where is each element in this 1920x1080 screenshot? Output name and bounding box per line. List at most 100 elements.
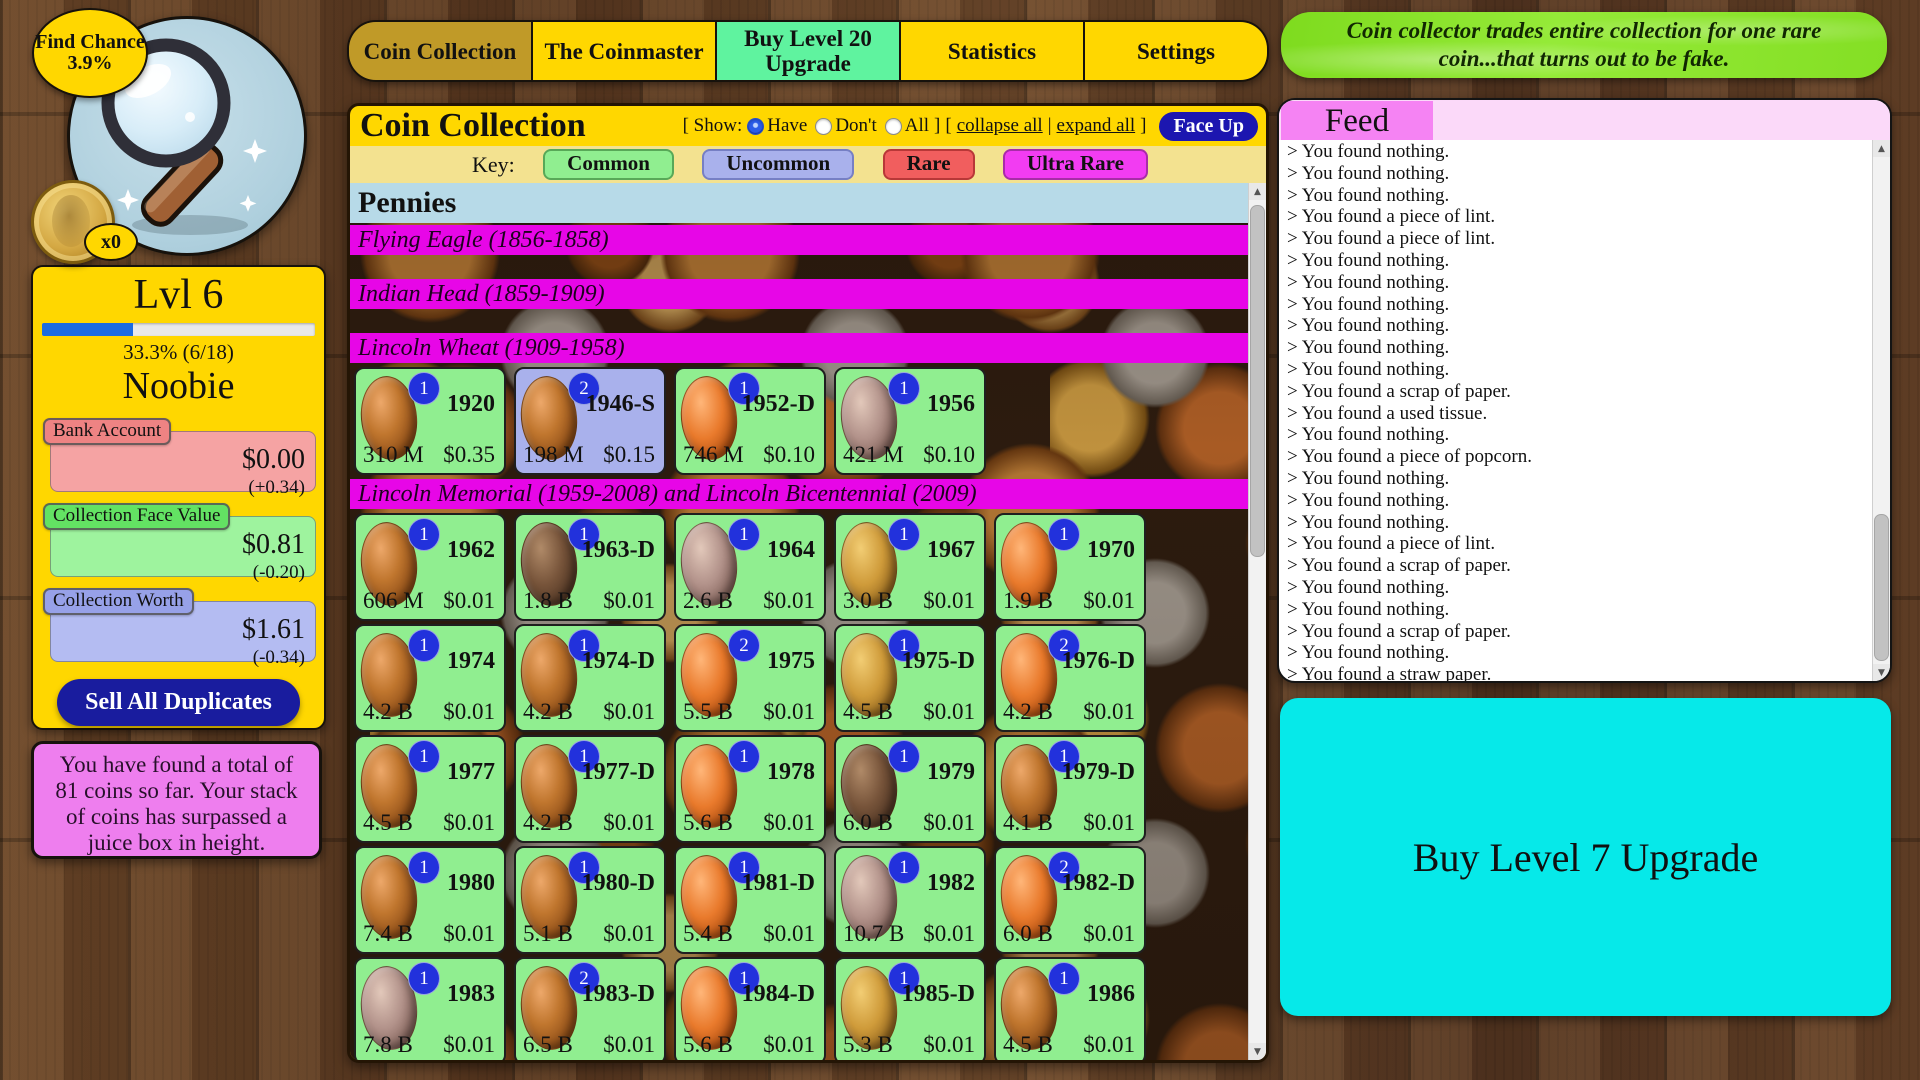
rarity-button-common[interactable]: Common <box>543 149 674 180</box>
sell-all-duplicates-button[interactable]: Sell All Duplicates <box>57 679 300 726</box>
coin-card-1974-d[interactable]: 1 1974-D 4.2 B $0.01 <box>514 624 666 732</box>
coin-card-1946-s[interactable]: 2 1946-S 198 M $0.15 <box>514 367 666 475</box>
coin-card-1981-d[interactable]: 1 1981-D 5.4 B $0.01 <box>674 846 826 954</box>
coin-year: 1978 <box>767 759 815 785</box>
coin-grid: 1 1920 310 M $0.35 2 1946-S 198 M $0.15 1 1952-D 7… <box>350 363 1249 477</box>
subsection-header-flying-eagle-1856-1858[interactable]: Flying Eagle (1856-1858) <box>350 225 1249 255</box>
coin-count-badge: 1 <box>1048 962 1080 995</box>
coin-mintage: 1.9 B <box>1003 588 1053 613</box>
coin-card-1986[interactable]: 1 1986 4.5 B $0.01 <box>994 957 1146 1060</box>
coin-card-1979[interactable]: 1 1979 6.0 B $0.01 <box>834 735 986 843</box>
key-label: Key: <box>472 151 515 177</box>
coin-value: $0.01 <box>763 921 815 946</box>
panel-header: Coin Collection [ Show: Have Don't All ] [… <box>350 106 1266 146</box>
coin-meta: 5.6 B $0.01 <box>676 810 824 836</box>
coin-meta: 5.4 B $0.01 <box>676 921 824 947</box>
rarity-button-uncommon[interactable]: Uncommon <box>702 149 855 180</box>
stat-delta: (-0.20) <box>252 562 305 583</box>
radio-have[interactable] <box>747 117 765 135</box>
coin-card-1983[interactable]: 1 1983 7.8 B $0.01 <box>354 957 506 1060</box>
coin-mintage: 606 M <box>363 588 424 613</box>
coin-card-1982[interactable]: 1 1982 10.7 B $0.01 <box>834 846 986 954</box>
coin-card-1979-d[interactable]: 1 1979-D 4.1 B $0.01 <box>994 735 1146 843</box>
show-option-don-t[interactable]: Don't <box>815 115 877 137</box>
coin-card-1963-d[interactable]: 1 1963-D 1.8 B $0.01 <box>514 513 666 621</box>
feed-list[interactable]: > You found nothing. > You found nothing.… <box>1279 140 1873 681</box>
coin-meta: 4.2 B $0.01 <box>996 699 1144 725</box>
show-option-have[interactable]: Have <box>747 115 807 137</box>
subsection-header-lincoln-memorial-1959-2008-and-lincoln-bicentennial-2009[interactable]: Lincoln Memorial (1959-2008) and Lincoln… <box>350 479 1249 509</box>
coin-count-badge: 1 <box>408 372 440 405</box>
coin-meta: 7.8 B $0.01 <box>356 1032 504 1058</box>
tab-buy-level-20-upgrade[interactable]: Buy Level 20 Upgrade <box>717 22 901 80</box>
coin-card-1975-d[interactable]: 1 1975-D 4.5 B $0.01 <box>834 624 986 732</box>
feed-scroll-track[interactable]: ▲ ▼ <box>1872 140 1890 681</box>
coin-card-1967[interactable]: 1 1967 3.0 B $0.01 <box>834 513 986 621</box>
scroll-down-arrow[interactable]: ▼ <box>1249 1043 1266 1060</box>
expand-all-link[interactable]: expand all <box>1056 115 1136 136</box>
coin-mintage: 310 M <box>363 442 424 467</box>
coin-card-1970[interactable]: 1 1970 1.9 B $0.01 <box>994 513 1146 621</box>
feed-scroll-thumb[interactable] <box>1874 514 1889 661</box>
coin-card-1977[interactable]: 1 1977 4.5 B $0.01 <box>354 735 506 843</box>
subsection-header-indian-head-1859-1909[interactable]: Indian Head (1859-1909) <box>350 279 1249 309</box>
coin-meta: 4.2 B $0.01 <box>356 699 504 725</box>
coin-meta: 6.0 B $0.01 <box>836 810 984 836</box>
coin-year: 1979-D <box>1061 759 1135 785</box>
feed-header: Feed <box>1279 100 1890 140</box>
collapse-all-link[interactable]: collapse all <box>956 115 1043 136</box>
coin-meta: 198 M $0.15 <box>516 442 664 468</box>
feed-scroll-down-arrow[interactable]: ▼ <box>1873 664 1890 681</box>
coin-card-1985-d[interactable]: 1 1985-D 5.3 B $0.01 <box>834 957 986 1060</box>
coin-card-1974[interactable]: 1 1974 4.2 B $0.01 <box>354 624 506 732</box>
feed-scroll-up-arrow[interactable]: ▲ <box>1873 140 1890 157</box>
feed-item: > You found nothing. <box>1287 293 1450 315</box>
coin-card-1956[interactable]: 1 1956 421 M $0.10 <box>834 367 986 475</box>
feed-item: > You found a piece of lint. <box>1287 228 1496 250</box>
feed-item: > You found a scrap of paper. <box>1287 555 1511 577</box>
coin-value: $0.01 <box>603 921 655 946</box>
main-scrollbar[interactable]: ▲ ▼ <box>1248 183 1266 1060</box>
rarity-button-rare[interactable]: Rare <box>882 149 975 180</box>
coin-count-badge: 1 <box>568 518 600 551</box>
coin-year: 1980 <box>447 870 495 896</box>
rarity-button-ultra-rare[interactable]: Ultra Rare <box>1002 149 1148 180</box>
scroll-up-arrow[interactable]: ▲ <box>1249 183 1266 200</box>
tab-coin-collection[interactable]: Coin Collection <box>349 22 533 80</box>
show-close-bracket: ] <box>934 115 941 136</box>
scroll-thumb[interactable] <box>1250 205 1265 557</box>
subsection-header-lincoln-wheat-1909-1958[interactable]: Lincoln Wheat (1909-1958) <box>350 333 1249 363</box>
coin-card-1980-d[interactable]: 1 1980-D 5.1 B $0.01 <box>514 846 666 954</box>
coin-grid <box>350 255 1249 277</box>
tab-settings[interactable]: Settings <box>1085 22 1267 80</box>
face-up-button[interactable]: Face Up <box>1159 111 1258 141</box>
coin-mintage: 1.8 B <box>523 588 573 613</box>
feed-scrollbar[interactable]: ▲ ▼ <box>1872 140 1890 681</box>
coin-card-1920[interactable]: 1 1920 310 M $0.35 <box>354 367 506 475</box>
coin-card-1952-d[interactable]: 1 1952-D 746 M $0.10 <box>674 367 826 475</box>
coin-card-1976-d[interactable]: 2 1976-D 4.2 B $0.01 <box>994 624 1146 732</box>
coin-card-1980[interactable]: 1 1980 7.4 B $0.01 <box>354 846 506 954</box>
buy-level-7-upgrade-button[interactable]: Buy Level 7 Upgrade <box>1280 698 1891 1016</box>
coin-mintage: 7.8 B <box>363 1032 413 1057</box>
tab-statistics[interactable]: Statistics <box>901 22 1085 80</box>
coin-year: 1974-D <box>581 648 655 674</box>
section-header-pennies[interactable]: Pennies <box>350 183 1249 223</box>
feed-item: > You found nothing. <box>1287 337 1450 359</box>
coin-year: 1979 <box>927 759 975 785</box>
coin-card-1978[interactable]: 1 1978 5.6 B $0.01 <box>674 735 826 843</box>
coin-card-1964[interactable]: 1 1964 2.6 B $0.01 <box>674 513 826 621</box>
coin-value: $0.01 <box>1083 699 1135 724</box>
radio-don-t[interactable] <box>815 117 833 135</box>
coin-card-1983-d[interactable]: 2 1983-D 6.5 B $0.01 <box>514 957 666 1060</box>
tab-the-coinmaster[interactable]: The Coinmaster <box>533 22 717 80</box>
coin-card-1962[interactable]: 1 1962 606 M $0.01 <box>354 513 506 621</box>
radio-all[interactable] <box>884 117 902 135</box>
show-option-all[interactable]: All <box>884 115 929 137</box>
coin-value: $0.01 <box>1083 588 1135 613</box>
coin-card-1984-d[interactable]: 1 1984-D 5.6 B $0.01 <box>674 957 826 1060</box>
coin-count-badge: 1 <box>888 518 920 551</box>
coin-card-1977-d[interactable]: 1 1977-D 4.2 B $0.01 <box>514 735 666 843</box>
coin-card-1982-d[interactable]: 2 1982-D 6.0 B $0.01 <box>994 846 1146 954</box>
coin-card-1975[interactable]: 2 1975 5.5 B $0.01 <box>674 624 826 732</box>
